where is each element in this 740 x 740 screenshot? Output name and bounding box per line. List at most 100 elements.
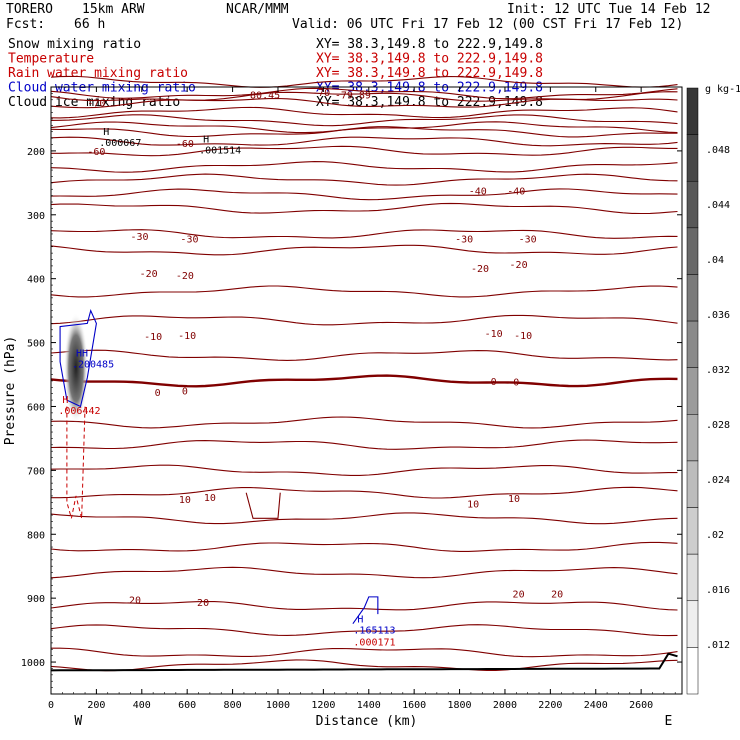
x-tick-label: 2400	[584, 700, 608, 711]
colorbar-step	[686, 507, 699, 555]
isotherm-line	[50, 97, 678, 109]
forecast-label: Fcst:	[6, 17, 45, 32]
colorbar-tick-label: .048	[706, 145, 730, 156]
isotherm-line	[51, 145, 678, 157]
isotherm-label: -10	[514, 331, 532, 342]
isotherm-label: -30	[455, 234, 473, 245]
x-tick-label: 1000	[266, 700, 290, 711]
isotherm-line	[50, 173, 678, 186]
isotherm-line	[50, 121, 678, 134]
isotherm-line	[50, 188, 678, 201]
isotherm-line	[50, 512, 678, 525]
valid-time: Valid: 06 UTC Fri 17 Feb 12 (00 CST Fri …	[292, 17, 683, 32]
extremum-value: .000171	[353, 637, 395, 648]
colorbar-step	[686, 87, 699, 135]
colorbar-step	[686, 647, 699, 695]
isotherm-label: 0	[491, 377, 497, 388]
colorbar-tick-label: .032	[706, 365, 730, 376]
x-tick-label: 200	[87, 700, 105, 711]
isotherm-label: -10	[485, 329, 503, 340]
isotherm-line	[50, 464, 678, 476]
colorbar-unit: g kg-1	[705, 84, 740, 95]
extremum-marker: HH	[76, 349, 88, 360]
isotherm-line	[50, 161, 678, 173]
x-tick-label: 1800	[448, 700, 472, 711]
isotherm-label: 20	[551, 590, 563, 601]
y-tick-label: 400	[27, 275, 45, 286]
east-label: E	[664, 714, 672, 729]
isotherm-line	[50, 374, 678, 388]
colorbar-step	[686, 460, 699, 508]
extremum-value: .165113	[353, 625, 395, 636]
isotherm-label: -40	[469, 187, 487, 198]
isotherm-line	[50, 314, 678, 326]
field-xy-range: XY= 38.3,149.8 to 222.9,149.8	[316, 37, 543, 52]
x-tick-label: 1600	[402, 700, 426, 711]
field-name: Temperature	[8, 52, 94, 67]
x-tick-label: 1200	[311, 700, 335, 711]
colorbar-step	[686, 414, 699, 462]
colorbar-step	[686, 553, 699, 602]
isotherm-label: -20	[510, 260, 528, 271]
isotherm-line	[51, 647, 678, 658]
extremum-marker: H	[103, 127, 109, 138]
isotherm-line	[50, 202, 678, 215]
extremum-marker: H	[203, 135, 209, 146]
organization: NCAR/MMM	[226, 2, 289, 17]
colorbar-tick-label: .044	[706, 200, 730, 211]
isotherm-label: 10	[179, 495, 191, 506]
isotherm-line	[50, 659, 678, 672]
isotherm-line	[50, 229, 678, 239]
isotherm-label: -30	[519, 234, 537, 245]
isotherm-label: -60	[176, 139, 194, 150]
field-name: Snow mixing ratio	[8, 37, 141, 52]
cloud-water-contour	[59, 308, 97, 408]
rain-water-contour	[66, 406, 86, 519]
isotherm-label: -30	[180, 234, 198, 245]
colorbar-tick-label: .02	[706, 530, 724, 541]
colorbar-tick-label: .028	[706, 420, 730, 431]
isotherm-line	[50, 87, 678, 100]
x-tick-label: 2600	[629, 700, 653, 711]
y-tick-label: 800	[27, 530, 45, 541]
isotherm-line	[50, 114, 678, 127]
isotherm-line	[50, 566, 678, 579]
isotherm-label: 0	[155, 388, 161, 399]
extremum-value: .000067	[99, 138, 141, 149]
colorbar-tick-label: .016	[706, 585, 730, 596]
extremum-value: .006442	[58, 406, 100, 417]
y-tick-label: 600	[27, 402, 45, 413]
extremum-value: .001514	[199, 146, 241, 157]
isotherm-line	[50, 136, 678, 147]
colorbar-step	[686, 274, 699, 322]
colorbar-step	[686, 227, 699, 275]
extremum-value: .200485	[72, 360, 114, 371]
isotherm-line	[50, 541, 678, 552]
isotherm-label: -20	[471, 264, 489, 275]
field-name: Rain water mixing ratio	[8, 66, 188, 81]
extremum-marker: H	[62, 395, 68, 406]
y-tick-label: 200	[27, 147, 45, 158]
isotherm-line	[50, 349, 678, 361]
isotherm-dip	[245, 492, 281, 519]
model-name: TORERO	[6, 2, 53, 17]
isotherm-label: -80.45	[244, 91, 280, 102]
model-resolution: 15km ARW	[82, 2, 145, 17]
colorbar-step	[686, 320, 699, 368]
isotherm-line	[50, 600, 678, 611]
isotherm-label: -79.89	[335, 91, 371, 102]
isotherm-label: 0	[513, 378, 519, 389]
x-tick-label: 0	[48, 700, 54, 711]
extremum-marker: H	[357, 614, 363, 625]
forecast-hours: 66 h	[74, 17, 105, 32]
colorbar-tick-label: .04	[706, 255, 724, 266]
colorbar-tick-label: .036	[706, 310, 730, 321]
y-tick-label: 1000	[21, 658, 45, 669]
isotherm-label: 20	[513, 590, 525, 601]
isotherm-label: -40	[507, 187, 525, 198]
colorbar-step	[686, 367, 699, 415]
isotherm-label: 10	[204, 493, 216, 504]
x-tick-label: 2200	[538, 700, 562, 711]
y-tick-label: 700	[27, 466, 45, 477]
isotherm-line	[50, 624, 678, 637]
